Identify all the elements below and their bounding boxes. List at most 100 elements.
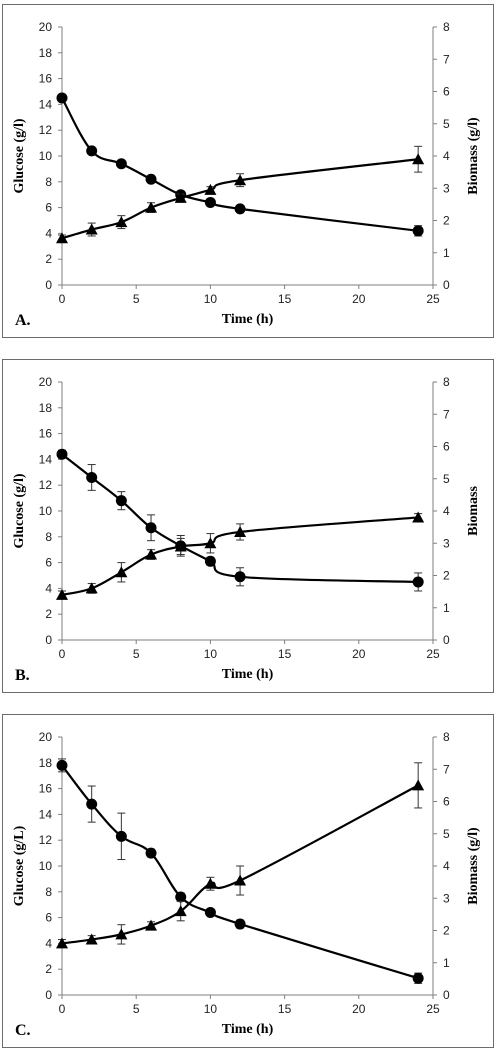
data-point-triangle — [115, 928, 128, 940]
y2-tick-label: 2 — [443, 924, 450, 938]
y-tick-label: 0 — [45, 633, 52, 647]
y2-tick-label: 5 — [443, 827, 450, 841]
data-point-circle — [86, 471, 98, 483]
data-point-circle — [115, 158, 127, 170]
y-axis-label-right: Biomass (g/l) — [466, 117, 481, 195]
data-point-triangle — [85, 582, 98, 594]
x-tick-label: 20 — [352, 1002, 366, 1016]
data-point-triangle — [234, 525, 247, 537]
y-tick-label: 6 — [45, 556, 52, 570]
data-point-triangle — [115, 216, 128, 228]
y-tick-label: 14 — [39, 452, 53, 466]
y2-tick-label: 1 — [443, 246, 450, 260]
y-tick-label: 14 — [39, 97, 53, 111]
y2-tick-label: 0 — [443, 278, 450, 292]
x-tick-label: 25 — [426, 292, 440, 306]
x-tick-label: 0 — [59, 292, 66, 306]
x-tick-label: 5 — [133, 292, 140, 306]
panel-label: C. — [15, 1022, 31, 1039]
data-point-circle — [204, 906, 216, 918]
y-axis-label-right: Biomass — [466, 486, 481, 536]
y-axis-label-left: Glucose (g/L) — [12, 825, 27, 906]
y-tick-label: 2 — [45, 607, 52, 621]
data-point-circle — [175, 891, 187, 903]
y-axis-label-left: Glucose (g/l) — [12, 118, 27, 193]
data-point-triangle — [174, 905, 187, 917]
y2-tick-label: 7 — [443, 762, 450, 776]
panel-label: A. — [15, 312, 31, 329]
y-tick-label: 12 — [39, 833, 53, 847]
x-tick-label: 10 — [204, 647, 218, 661]
y-tick-label: 8 — [45, 530, 52, 544]
data-point-triangle — [204, 537, 217, 549]
data-point-circle — [145, 847, 157, 859]
x-axis-label: Time (h) — [222, 1022, 274, 1037]
y-tick-label: 10 — [39, 504, 53, 518]
x-tick-label: 15 — [278, 1002, 292, 1016]
y2-tick-label: 1 — [443, 956, 450, 970]
data-point-circle — [145, 173, 157, 185]
data-point-triangle — [145, 919, 158, 931]
y-tick-label: 0 — [45, 278, 52, 292]
data-point-circle — [115, 495, 127, 507]
y-tick-label: 6 — [45, 911, 52, 925]
y-tick-label: 8 — [45, 175, 52, 189]
y-tick-label: 4 — [45, 581, 52, 595]
y-tick-label: 0 — [45, 988, 52, 1002]
data-point-triangle — [412, 153, 425, 165]
y-tick-label: 4 — [45, 226, 52, 240]
series-line-triangle — [61, 158, 419, 240]
y-axis-label-left: Glucose (g/l) — [12, 473, 27, 548]
y2-tick-label: 7 — [443, 52, 450, 66]
data-point-circle — [412, 576, 424, 588]
data-point-circle — [86, 145, 98, 157]
data-point-triangle — [145, 201, 158, 213]
y2-tick-label: 2 — [443, 214, 450, 228]
y-tick-label: 16 — [39, 782, 53, 796]
data-point-circle — [412, 225, 424, 237]
y2-tick-label: 5 — [443, 117, 450, 131]
data-point-triangle — [174, 540, 187, 552]
x-tick-label: 5 — [133, 647, 140, 661]
data-point-triangle — [234, 174, 247, 186]
data-point-triangle — [115, 566, 128, 578]
x-tick-label: 5 — [133, 1002, 140, 1016]
data-point-circle — [234, 203, 246, 215]
y2-tick-label: 3 — [443, 536, 450, 550]
data-point-circle — [412, 972, 424, 984]
data-point-circle — [234, 571, 246, 583]
y2-tick-label: 0 — [443, 988, 450, 1002]
data-point-circle — [56, 448, 68, 460]
y-tick-label: 16 — [39, 72, 53, 86]
y-tick-label: 10 — [39, 859, 53, 873]
data-point-triangle — [85, 223, 98, 235]
y-tick-label: 18 — [39, 756, 53, 770]
series-line-circle — [61, 453, 419, 584]
data-point-circle — [56, 92, 68, 104]
y2-tick-label: 6 — [443, 85, 450, 99]
y-tick-label: 20 — [39, 20, 53, 34]
y2-tick-label: 4 — [443, 859, 450, 873]
y2-tick-label: 5 — [443, 472, 450, 486]
x-tick-label: 15 — [278, 647, 292, 661]
x-axis-label: Time (h) — [222, 667, 274, 682]
data-point-triangle — [56, 232, 68, 244]
chart-panel-a: 0 2 4 6 8 10 12 14 16 18 20 0 1 2 3 4 5 6 7 8 0 5 10 15 20 25 Time… — [2, 4, 494, 338]
y-tick-label: 2 — [45, 962, 52, 976]
y2-tick-label: 0 — [443, 633, 450, 647]
x-tick-label: 0 — [59, 647, 66, 661]
y-tick-label: 12 — [39, 478, 53, 492]
data-point-triangle — [412, 779, 425, 791]
y-tick-label: 16 — [39, 427, 53, 441]
x-tick-label: 20 — [352, 647, 366, 661]
data-point-triangle — [85, 933, 98, 945]
chart-panel-c: 0 2 4 6 8 10 12 14 16 18 20 0 1 2 3 4 5 6 7 8 0 5 10 15 20 25 Time… — [2, 714, 494, 1048]
y-tick-label: 18 — [39, 401, 53, 415]
y-tick-label: 2 — [45, 252, 52, 266]
y2-tick-label: 3 — [443, 891, 450, 905]
x-tick-label: 20 — [352, 292, 366, 306]
x-tick-label: 15 — [278, 292, 292, 306]
